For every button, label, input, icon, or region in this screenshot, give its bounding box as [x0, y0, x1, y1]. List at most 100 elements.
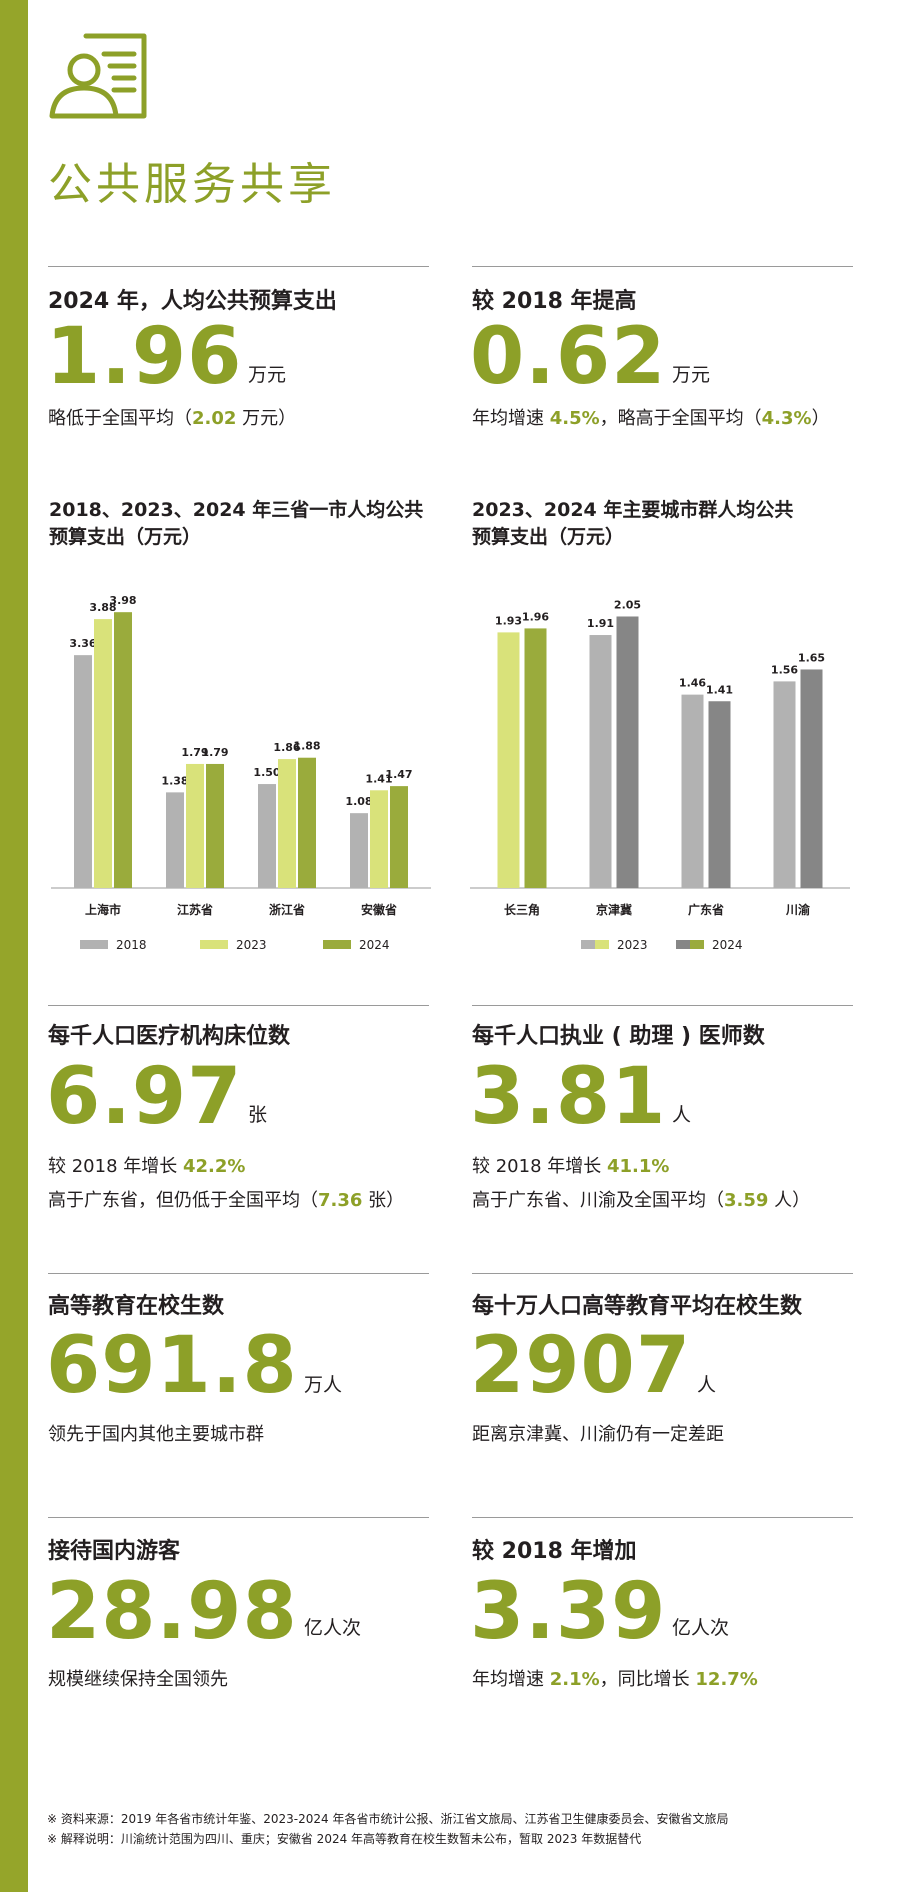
legend-swatch: [581, 940, 595, 949]
metric-heading-tourist-increase: 较 2018 年增加: [472, 1539, 637, 1564]
highlight-value: 2.02: [192, 408, 237, 429]
footnote-explanation: ※ 解释说明：川渝统计范围为四川、重庆；安徽省 2024 年高等教育在校生数暂未…: [47, 1832, 642, 1846]
highlight-value: 7.36: [318, 1190, 363, 1211]
metric-value-increase-since-2018: 0.62: [470, 312, 667, 402]
section-divider: [48, 1273, 429, 1274]
bar-长三角-2023: [497, 632, 520, 888]
bar-浙江省-2024: [298, 757, 316, 888]
chart-title-line: 预算支出（万元）: [49, 526, 202, 548]
legend-swatch: [80, 940, 108, 949]
bar-江苏省-2018: [166, 792, 184, 888]
legend-label: 2023: [236, 938, 267, 952]
note-text: 万元）: [236, 408, 297, 429]
bar-安徽省-2024: [390, 786, 408, 888]
metric-unit-hospital-beds: 张: [248, 1104, 268, 1126]
legend-swatch: [690, 940, 704, 949]
metric-note: 领先于国内其他主要城市群: [48, 1420, 264, 1446]
legend-label: 2024: [712, 938, 743, 952]
metric-value-domestic-tourists: 28.98: [46, 1567, 298, 1657]
metric-heading-physicians: 每千人口执业 ( 助理 ) 医师数: [472, 1024, 765, 1049]
note-text: 较 2018 年增长: [472, 1156, 607, 1177]
legend-swatch: [595, 940, 609, 949]
section-divider: [48, 1517, 429, 1518]
section-divider: [472, 1273, 853, 1274]
category-label: 广东省: [688, 902, 724, 917]
category-label: 长三角: [504, 902, 540, 917]
bar-上海市-2024: [114, 612, 132, 888]
note-text: ，略高于全国平均（: [599, 408, 762, 429]
legend-swatch: [323, 940, 351, 949]
bar-浙江省-2023: [278, 759, 296, 888]
person-document-icon: [48, 32, 148, 122]
note-text: 年均增速: [472, 408, 550, 429]
highlight-value: 4.3%: [761, 408, 812, 429]
metric-heading-higher-ed-per-100k: 每十万人口高等教育平均在校生数: [472, 1294, 803, 1319]
data-label: 1.93: [495, 614, 522, 627]
bar-安徽省-2023: [370, 790, 388, 888]
data-label: 1.38: [161, 774, 188, 787]
note-text: ）: [811, 408, 830, 429]
metric-value-tourist-increase: 3.39: [470, 1567, 667, 1657]
bar-安徽省-2018: [350, 813, 368, 888]
note-text: 高于广东省，但仍低于全国平均（: [48, 1190, 318, 1211]
note-text: 规模继续保持全国领先: [48, 1669, 228, 1690]
metric-note: 年均增速 2.1%，同比增长 12.7%: [472, 1665, 758, 1691]
data-label: 1.96: [522, 610, 549, 623]
highlight-value: 4.5%: [549, 408, 600, 429]
data-label: 1.41: [706, 683, 733, 696]
sidebar-accent-bar: [0, 0, 28, 1892]
data-label: 1.47: [385, 768, 412, 781]
data-label: 1.46: [679, 677, 706, 690]
page-title: 公共服务共享: [48, 159, 336, 210]
metric-note: 年均增速 4.5%，略高于全国平均（4.3%）: [472, 404, 830, 430]
bar-京津冀-2024: [616, 616, 639, 888]
bar-chart-three-provinces: 3.363.883.98上海市1.381.791.79江苏省1.501.861.…: [51, 594, 431, 952]
category-label: 江苏省: [177, 902, 213, 917]
data-label: 1.86: [273, 741, 300, 754]
section-divider: [472, 266, 853, 267]
category-label: 上海市: [85, 902, 121, 917]
bar-江苏省-2023: [186, 763, 204, 888]
metric-note: 较 2018 年增长 41.1%: [472, 1152, 669, 1178]
bar-川渝-2024: [800, 669, 823, 888]
highlight-value: 3.59: [724, 1190, 769, 1211]
legend-swatch: [200, 940, 228, 949]
note-text: 略低于全国平均（: [48, 408, 192, 429]
metric-note: 规模继续保持全国领先: [48, 1665, 228, 1691]
note-text: 距离京津冀、川渝仍有一定差距: [472, 1424, 724, 1445]
metric-note: 略低于全国平均（2.02 万元）: [48, 404, 296, 430]
metric-note: 较 2018 年增长 42.2%: [48, 1152, 245, 1178]
category-label: 川渝: [785, 902, 811, 917]
data-label: 3.98: [109, 594, 136, 607]
category-label: 京津冀: [596, 902, 632, 917]
metric-value-per-capita-budget: 1.96: [46, 312, 243, 402]
category-label: 浙江省: [269, 902, 305, 917]
note-text: 张）: [362, 1190, 405, 1211]
metric-unit-higher-ed-per-100k: 人: [697, 1374, 717, 1396]
data-label: 1.65: [798, 651, 825, 664]
highlight-value: 42.2%: [182, 1156, 246, 1177]
bar-广东省-2024: [708, 701, 731, 888]
metric-heading-per-capita-budget: 2024 年，人均公共预算支出: [48, 289, 337, 314]
metric-unit-domestic-tourists: 亿人次: [304, 1617, 362, 1639]
metric-value-higher-ed-students: 691.8: [46, 1321, 298, 1411]
metric-unit-physicians: 人: [672, 1104, 692, 1126]
metric-value-physicians: 3.81: [470, 1052, 667, 1142]
data-label: 2.05: [614, 598, 641, 611]
metric-value-hospital-beds: 6.97: [46, 1052, 243, 1142]
bar-京津冀-2023: [589, 635, 612, 888]
data-label: 3.88: [89, 601, 116, 614]
footnote-source: ※ 资料来源：2019 年各省市统计年鉴、2023-2024 年各省市统计公报、…: [47, 1812, 729, 1826]
data-label: 1.88: [293, 740, 320, 753]
data-label: 1.79: [201, 746, 228, 759]
data-label: 1.50: [253, 766, 280, 779]
section-divider: [472, 1517, 853, 1518]
bar-长三角-2024: [524, 628, 547, 888]
metric-value-higher-ed-per-100k: 2907: [470, 1321, 692, 1411]
chart-title-city-clusters: 2023、2024 年主要城市群人均公共 预算支出（万元）: [472, 497, 862, 551]
metric-unit-per-capita-budget: 万元: [248, 364, 287, 386]
bar-川渝-2023: [773, 681, 796, 888]
bar-江苏省-2024: [206, 763, 224, 888]
data-label: 1.41: [365, 772, 392, 785]
highlight-value: 12.7%: [695, 1669, 758, 1690]
